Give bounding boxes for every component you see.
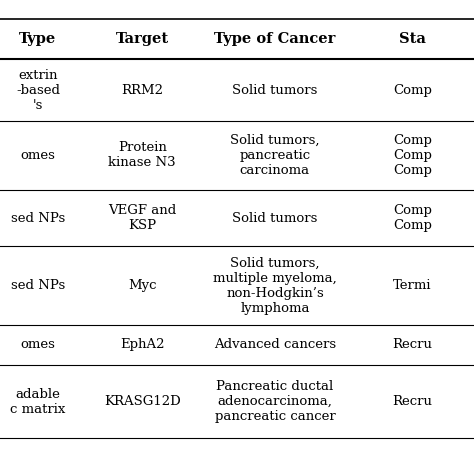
Text: Type: Type [19,32,56,46]
Text: omes: omes [20,338,55,351]
Text: Protein
kinase N3: Protein kinase N3 [109,141,176,169]
Text: EphA2: EphA2 [120,338,164,351]
Text: Recru: Recru [392,395,432,408]
Text: Comp
Comp
Comp: Comp Comp Comp [393,134,432,177]
Text: adable
c matrix: adable c matrix [10,388,65,416]
Text: Advanced cancers: Advanced cancers [214,338,336,351]
Text: extrin
-based
's: extrin -based 's [16,69,60,111]
Text: Comp
Comp: Comp Comp [393,204,432,232]
Text: sed NPs: sed NPs [11,279,65,292]
Text: RRM2: RRM2 [121,83,163,97]
Text: Sta: Sta [399,32,426,46]
Text: Comp: Comp [393,83,432,97]
Text: omes: omes [20,149,55,162]
Text: Solid tumors,
pancreatic
carcinoma: Solid tumors, pancreatic carcinoma [230,134,319,177]
Text: Solid tumors,
multiple myeloma,
non-Hodgkin’s
lymphoma: Solid tumors, multiple myeloma, non-Hodg… [213,256,337,315]
Text: Pancreatic ductal
adenocarcinoma,
pancreatic cancer: Pancreatic ductal adenocarcinoma, pancre… [215,380,335,423]
Text: Solid tumors: Solid tumors [232,83,318,97]
Text: sed NPs: sed NPs [11,211,65,225]
Text: Type of Cancer: Type of Cancer [214,32,336,46]
Text: Recru: Recru [392,338,432,351]
Text: Target: Target [116,32,169,46]
Text: Myc: Myc [128,279,156,292]
Text: VEGF and
KSP: VEGF and KSP [108,204,176,232]
Text: Solid tumors: Solid tumors [232,211,318,225]
Text: KRASG12D: KRASG12D [104,395,181,408]
Text: Termi: Termi [393,279,432,292]
